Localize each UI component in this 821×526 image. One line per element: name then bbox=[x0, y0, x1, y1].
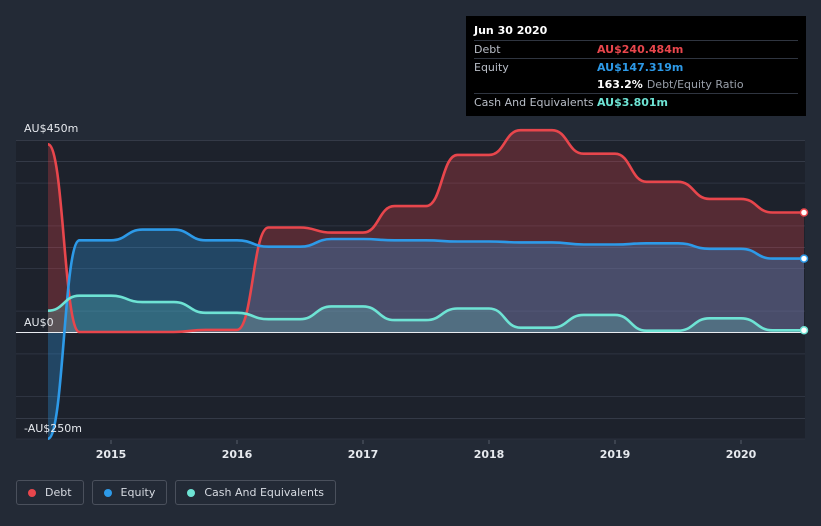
chart-tooltip: Jun 30 2020 Debt AU$240.484m Equity AU$1… bbox=[466, 16, 806, 116]
tooltip-debt-label: Debt bbox=[474, 43, 501, 56]
cash-dot-icon bbox=[187, 488, 196, 497]
cash-line bbox=[47, 294, 804, 333]
tooltip-cash-label: Cash And Equivalents bbox=[474, 96, 594, 109]
tooltip-row-ratio: 163.2% Debt/Equity Ratio bbox=[474, 76, 798, 93]
chart-legend: Debt Equity Cash And Equivalents bbox=[16, 480, 344, 507]
legend-cash-label: Cash And Equivalents bbox=[204, 486, 324, 499]
debt-end-marker bbox=[799, 208, 809, 217]
tooltip-row-debt: Debt AU$240.484m bbox=[474, 40, 798, 58]
tooltip-debt-value: AU$240.484m bbox=[597, 43, 684, 56]
x-tick-label: 2015 bbox=[96, 448, 127, 461]
tooltip-equity-label: Equity bbox=[474, 61, 509, 74]
x-tick-label: 2018 bbox=[474, 448, 505, 461]
x-tick-label: 2020 bbox=[726, 448, 757, 461]
tooltip-ratio-value: 163.2% bbox=[597, 78, 643, 91]
equity-line bbox=[46, 228, 804, 440]
legend-item-cash[interactable]: Cash And Equivalents bbox=[175, 480, 336, 505]
tooltip-ratio-label: Debt/Equity Ratio bbox=[646, 78, 744, 91]
equity-dot-icon bbox=[103, 488, 112, 497]
plot-background bbox=[16, 140, 805, 440]
x-tick-label: 2017 bbox=[348, 448, 379, 461]
y-tick-label: -AU$250m bbox=[24, 422, 82, 435]
legend-item-debt[interactable]: Debt bbox=[16, 480, 84, 505]
equity-area bbox=[48, 229, 804, 439]
tooltip-row-equity: Equity AU$147.319m bbox=[474, 58, 798, 76]
tooltip-equity-value: AU$147.319m bbox=[597, 61, 684, 74]
x-tick-label: 2019 bbox=[600, 448, 631, 461]
tooltip-date: Jun 30 2020 bbox=[474, 24, 548, 37]
cash-area bbox=[48, 295, 804, 332]
debt-area bbox=[48, 130, 804, 332]
tooltip-row-cash: Cash And Equivalents AU$3.801m bbox=[474, 93, 798, 111]
y-tick-label: AU$0 bbox=[24, 316, 54, 329]
cash-end-marker bbox=[799, 326, 809, 335]
equity-end-marker bbox=[799, 254, 809, 263]
debt-line bbox=[46, 128, 804, 334]
tooltip-cash-value: AU$3.801m bbox=[597, 96, 669, 109]
legend-item-equity[interactable]: Equity bbox=[91, 480, 168, 505]
legend-equity-label: Equity bbox=[120, 486, 156, 499]
x-tick-label: 2016 bbox=[222, 448, 253, 461]
legend-debt-label: Debt bbox=[45, 486, 72, 499]
debt-dot-icon bbox=[28, 488, 36, 497]
y-tick-label: AU$450m bbox=[24, 122, 78, 135]
